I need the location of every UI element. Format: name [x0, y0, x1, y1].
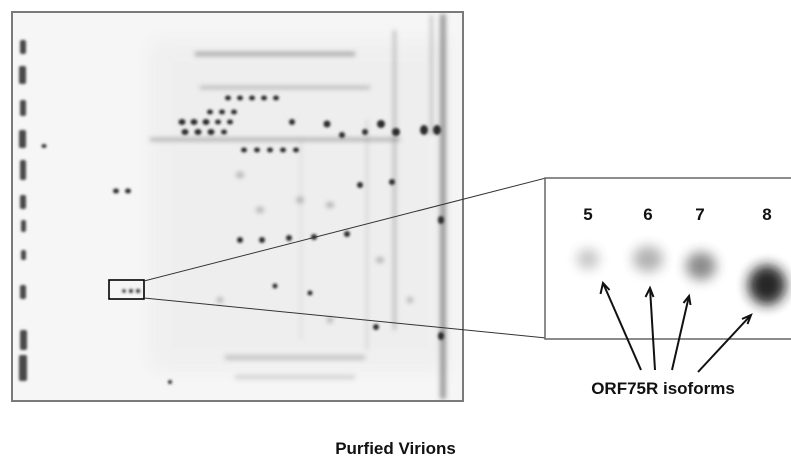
inset-spot	[748, 265, 786, 305]
spot-label-5: 5	[583, 205, 592, 224]
isoform-label: ORF75R isoforms	[591, 379, 735, 398]
figure-caption: Purfied Virions	[335, 439, 456, 458]
inset-spot-labels: 5 6 7 8	[583, 205, 771, 224]
protein-spots	[41, 95, 444, 384]
inset-spots	[577, 246, 786, 305]
marker-lane	[19, 40, 27, 381]
gel-image	[11, 11, 464, 402]
inset-spot	[577, 249, 599, 269]
gel-streaks	[300, 14, 446, 399]
zoom-connector-lines	[143, 177, 547, 339]
inset-spot	[686, 252, 716, 280]
spot-label-6: 6	[643, 205, 652, 224]
spot-label-7: 7	[695, 205, 704, 224]
inset-panel: 5 6 7 8	[544, 177, 791, 340]
spot-label-8: 8	[762, 205, 771, 224]
selection-box	[108, 279, 145, 300]
isoform-arrows	[599, 280, 753, 373]
inset-spot	[633, 246, 663, 272]
